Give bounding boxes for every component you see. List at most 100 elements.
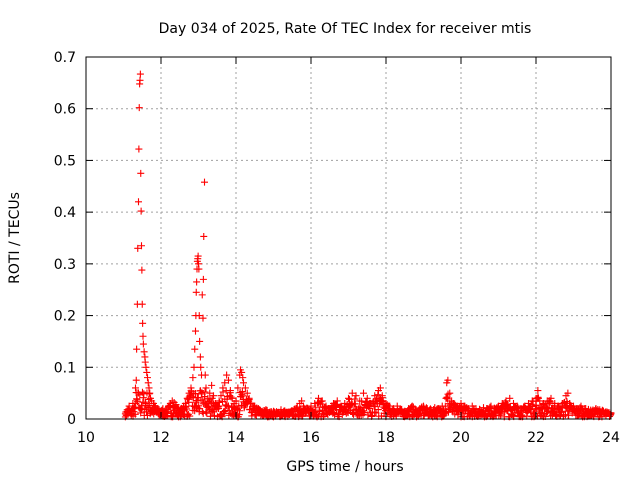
data-point (137, 169, 145, 177)
data-point (133, 345, 141, 353)
data-point (348, 389, 356, 397)
data-point (543, 397, 551, 405)
data-point (558, 399, 566, 407)
y-tick-label: 0.7 (54, 50, 76, 66)
y-axis-ticks: 0 0.1 0.2 0.3 0.4 0.5 0.6 0.7 (54, 50, 611, 428)
y-tick-label: 0.3 (54, 257, 76, 273)
data-point (386, 402, 394, 410)
data-point (206, 389, 214, 397)
data-point (461, 402, 469, 410)
data-point (438, 402, 446, 410)
data-point (199, 314, 207, 322)
data-point (121, 410, 129, 418)
data-point (255, 405, 262, 413)
data-point (521, 402, 529, 410)
data-point (210, 412, 218, 420)
data-point (555, 402, 562, 410)
data-point (135, 198, 142, 206)
data-point (472, 405, 480, 413)
data-point (363, 394, 371, 402)
data-point (247, 399, 255, 407)
data-point (266, 409, 274, 417)
data-point (352, 392, 360, 400)
data-point (217, 392, 225, 400)
data-point (547, 394, 555, 402)
data-point (525, 399, 532, 407)
plot-frame (85, 56, 612, 420)
data-point (142, 363, 150, 371)
data-point (127, 408, 135, 416)
data-point (183, 394, 191, 402)
x-axis-ticks: 10 12 14 16 18 20 22 24 (77, 57, 620, 446)
data-point (401, 407, 409, 415)
data-point (138, 300, 146, 308)
y-axis-label: ROTI / TECUs (7, 192, 23, 284)
data-point (540, 399, 547, 407)
data-point (603, 409, 611, 417)
data-point (190, 363, 198, 371)
x-tick-label: 10 (77, 430, 95, 446)
data-point (228, 394, 236, 402)
data-point (221, 379, 229, 387)
data-point (517, 405, 525, 413)
data-point (140, 348, 148, 356)
data-point (225, 376, 232, 384)
data-point (374, 391, 382, 399)
data-point (251, 402, 259, 410)
data-point (298, 397, 306, 405)
data-point (330, 399, 337, 407)
data-point (592, 405, 600, 413)
data-point (446, 389, 454, 397)
data-point (487, 402, 495, 410)
data-point (311, 399, 319, 407)
data-point (534, 387, 542, 395)
data-point (125, 402, 133, 410)
data-point (288, 407, 296, 415)
data-point (588, 407, 596, 415)
data-point (123, 406, 131, 414)
data-point (245, 394, 253, 402)
data-point (138, 388, 146, 396)
data-point (132, 384, 139, 392)
data-point (258, 407, 266, 415)
data-point (195, 402, 203, 410)
data-point (210, 392, 217, 400)
data-point (213, 402, 221, 410)
data-point (312, 404, 320, 412)
x-tick-label: 20 (452, 430, 470, 446)
data-point (196, 337, 204, 345)
x-axis-label: GPS time / hours (286, 459, 403, 475)
data-point (337, 402, 345, 410)
data-point (193, 278, 201, 286)
data-point (200, 232, 208, 240)
data-point (300, 402, 307, 410)
data-point (483, 405, 491, 413)
y-tick-label: 0 (67, 412, 76, 428)
data-point (203, 409, 211, 417)
data-point (234, 384, 242, 392)
x-tick-label: 16 (302, 430, 320, 446)
data-point (292, 405, 300, 413)
data-point (416, 405, 424, 413)
data-point (596, 406, 604, 414)
data-point (186, 412, 194, 420)
data-point (356, 397, 364, 405)
data-point (144, 379, 152, 387)
data-point (199, 275, 207, 283)
data-point (341, 399, 349, 407)
data-point (135, 104, 143, 112)
data-point (577, 402, 585, 410)
data-point (232, 397, 240, 405)
data-point (195, 265, 203, 273)
data-point (172, 401, 180, 409)
y-tick-label: 0.5 (54, 153, 76, 169)
data-point (240, 379, 247, 387)
data-point (187, 384, 195, 392)
data-point (318, 397, 326, 405)
data-point (450, 399, 457, 407)
data-point (510, 399, 517, 407)
data-point (224, 402, 232, 410)
data-point (506, 394, 514, 402)
data-points (121, 70, 615, 418)
data-point (480, 404, 487, 412)
